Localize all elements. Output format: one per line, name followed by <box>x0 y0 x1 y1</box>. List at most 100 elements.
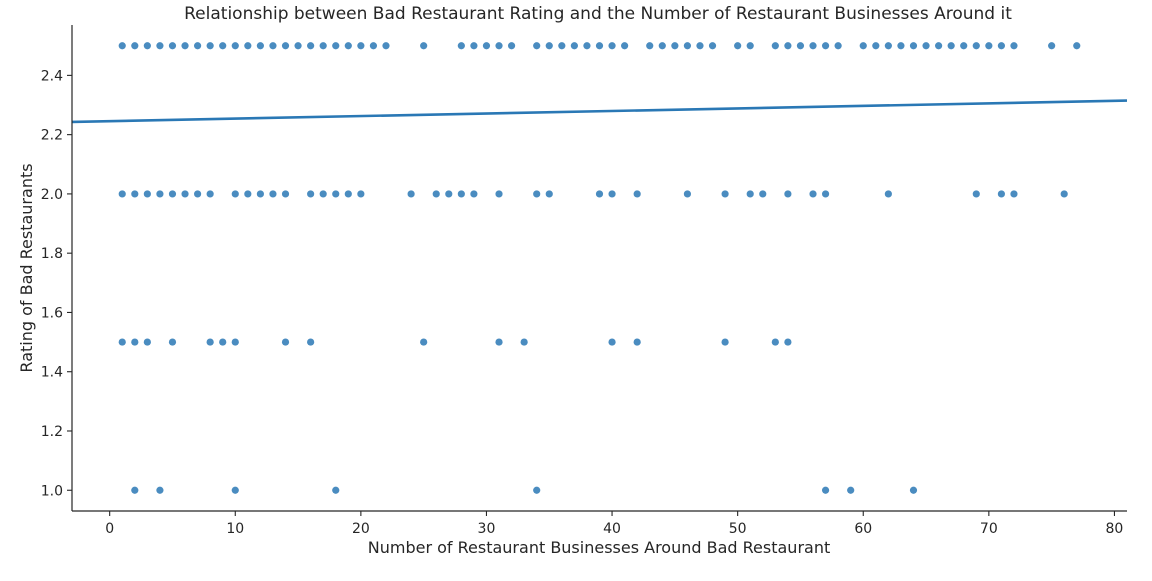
y-tick-label: 2.2 <box>41 128 63 144</box>
data-point <box>809 42 817 50</box>
data-point <box>118 42 126 50</box>
data-point <box>231 42 239 50</box>
data-point <box>281 42 290 50</box>
data-point <box>533 486 541 494</box>
data-point <box>319 42 327 50</box>
x-tick-label: 10 <box>226 521 244 537</box>
y-axis-ticks: 1.0 1.2 1.4 1.6 1.8 2.0 2.2 2.4 <box>41 68 72 499</box>
data-point <box>206 190 214 198</box>
data-point <box>784 338 792 346</box>
data-point <box>357 190 365 198</box>
data-point <box>897 42 905 50</box>
data-points <box>118 42 1081 494</box>
data-point <box>746 190 754 198</box>
data-point <box>633 190 641 198</box>
y-tick-label: 2.4 <box>41 68 63 84</box>
y-tick-label: 1.8 <box>41 246 63 262</box>
data-point <box>533 190 541 198</box>
data-point <box>118 338 126 346</box>
chart-title: Relationship between Bad Restaurant Rati… <box>184 4 1012 24</box>
data-point <box>985 42 993 50</box>
data-point <box>997 42 1006 50</box>
data-point <box>1010 42 1018 50</box>
data-point <box>935 42 943 50</box>
data-point <box>872 42 880 50</box>
data-point <box>771 42 779 50</box>
data-point <box>683 42 692 50</box>
data-point <box>168 190 177 198</box>
data-point <box>168 338 177 346</box>
x-tick-label: 20 <box>352 521 370 537</box>
data-point <box>947 42 955 50</box>
y-axis-title: Rating of Bad Restaurants <box>17 163 36 372</box>
data-point <box>495 338 503 346</box>
data-point <box>168 42 177 50</box>
data-point <box>708 42 717 50</box>
y-tick-label: 1.0 <box>41 483 63 499</box>
data-point <box>131 190 139 198</box>
data-point <box>332 42 340 50</box>
data-point <box>922 42 930 50</box>
data-point <box>143 190 151 198</box>
y-tick-label: 1.6 <box>41 305 63 321</box>
x-tick-label: 80 <box>1106 521 1124 537</box>
data-point <box>206 338 214 346</box>
data-point <box>759 190 767 198</box>
data-point <box>784 42 792 50</box>
data-point <box>382 42 390 50</box>
data-point <box>420 338 428 346</box>
data-point <box>621 42 629 50</box>
x-tick-label: 50 <box>729 521 747 537</box>
data-point <box>608 42 616 50</box>
data-point <box>796 42 805 50</box>
data-point <box>533 42 541 50</box>
data-point <box>960 42 968 50</box>
data-point <box>445 190 453 198</box>
data-point <box>118 190 126 198</box>
data-point <box>131 338 139 346</box>
data-point <box>156 486 164 494</box>
data-point <box>281 190 290 198</box>
data-point <box>507 42 516 50</box>
data-point <box>683 190 692 198</box>
data-point <box>219 42 227 50</box>
data-point <box>608 190 616 198</box>
data-point <box>357 42 365 50</box>
data-point <box>821 42 830 50</box>
data-point <box>834 42 842 50</box>
data-point <box>909 486 918 494</box>
data-point <box>821 190 830 198</box>
data-point <box>771 338 779 346</box>
x-axis-title: Number of Restaurant Businesses Around B… <box>368 538 830 557</box>
regression-line-group <box>71 99 1128 124</box>
data-point <box>407 190 415 198</box>
data-point <box>269 42 277 50</box>
data-point <box>884 42 892 50</box>
x-tick-label: 0 <box>105 521 114 537</box>
data-point <box>181 42 189 50</box>
data-point <box>570 42 578 50</box>
data-point <box>332 190 340 198</box>
data-point <box>231 486 239 494</box>
x-tick-label: 60 <box>854 521 872 537</box>
data-point <box>332 486 340 494</box>
data-point <box>595 190 604 198</box>
data-point <box>143 338 151 346</box>
data-point <box>545 190 553 198</box>
data-point <box>256 42 264 50</box>
data-point <box>193 42 202 50</box>
data-point <box>181 190 189 198</box>
data-point <box>734 42 742 50</box>
data-point <box>746 42 754 50</box>
data-point <box>809 190 817 198</box>
data-point <box>307 42 315 50</box>
regression-line <box>71 99 1128 124</box>
x-tick-label: 70 <box>980 521 998 537</box>
data-point <box>884 190 892 198</box>
data-point <box>1010 190 1018 198</box>
data-point <box>294 42 302 50</box>
data-point <box>495 190 503 198</box>
data-point <box>595 42 604 50</box>
data-point <box>1060 190 1068 198</box>
